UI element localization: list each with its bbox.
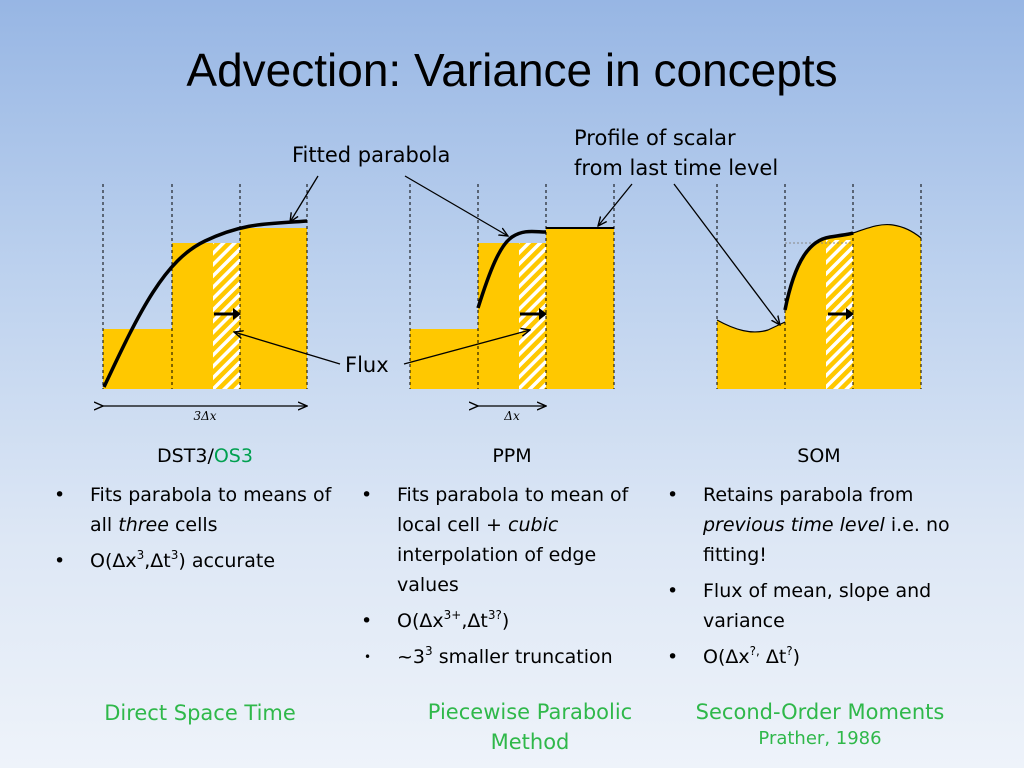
scheme-name-os3: OS3 bbox=[213, 445, 253, 467]
profile-left bbox=[716, 319, 786, 333]
fitted-parabola-curve bbox=[102, 219, 308, 388]
list-item: Flux of mean, slope and variance bbox=[663, 576, 983, 636]
callout-pointers bbox=[234, 175, 780, 365]
callout-profile-line1: Profile of scalar bbox=[574, 126, 736, 150]
pointer-profile-2 bbox=[673, 183, 780, 325]
list-item: Fits parabola to mean of local cell + cu… bbox=[357, 480, 662, 600]
list-item: O(Δx?, Δt?) bbox=[663, 642, 983, 672]
cell-right bbox=[546, 228, 614, 389]
som-bullet-list: Retains parabola from previous time leve… bbox=[663, 480, 983, 678]
scheme-name-ppm: PPM bbox=[492, 445, 532, 467]
footer-som: Second-Order Moments Prather, 1986 bbox=[660, 697, 980, 751]
footer-dst3: Direct Space Time bbox=[104, 701, 296, 725]
scheme-name-dst3-part1: DST3 bbox=[157, 445, 208, 467]
cell-left bbox=[103, 329, 172, 389]
list-item: ~33 smaller truncation bbox=[357, 642, 662, 672]
panel-ppm: Δx bbox=[409, 184, 615, 423]
callout-profile-line2: from last time level bbox=[574, 156, 779, 180]
cell-boundaries bbox=[102, 184, 308, 389]
fitted-parabola-curve bbox=[476, 229, 547, 309]
pointer-fitted-parabola-1 bbox=[290, 175, 319, 222]
callout-fitted-parabola: Fitted parabola bbox=[292, 143, 451, 167]
parabola-curve bbox=[783, 231, 854, 311]
slide-title: Advection: Variance in concepts bbox=[186, 44, 838, 96]
list-item: O(Δx3+,Δt3?) bbox=[357, 606, 662, 636]
dst3-bullet-list: Fits parabola to means of all three cell… bbox=[50, 480, 340, 582]
ppm-bullet-list: Fits parabola to mean of local cell + cu… bbox=[357, 480, 662, 678]
cell-right bbox=[853, 224, 921, 389]
list-item: O(Δx3,Δt3) accurate bbox=[50, 546, 340, 576]
cell-boundaries bbox=[716, 184, 922, 389]
footer-ppm: Piecewise Parabolic Method bbox=[380, 697, 680, 757]
flux-arrowhead bbox=[846, 308, 854, 320]
footer-som-citation: Prather, 1986 bbox=[758, 728, 882, 749]
pointer-flux-2 bbox=[403, 330, 530, 365]
footer-ppm-line1: Piecewise Parabolic bbox=[427, 700, 633, 724]
footer-som-line1: Second-Order Moments bbox=[695, 700, 945, 724]
cell-boundaries bbox=[409, 184, 615, 389]
scheme-name-sep: / bbox=[207, 445, 214, 467]
list-item: Retains parabola from previous time leve… bbox=[663, 480, 983, 570]
flux-arrowhead bbox=[539, 308, 547, 320]
callout-flux: Flux bbox=[345, 353, 389, 377]
cell-right bbox=[240, 228, 307, 389]
scheme-name-dst3: DST3/OS3 bbox=[103, 445, 307, 467]
pointer-fitted-parabola-2 bbox=[404, 175, 508, 236]
dimension-label-3dx: 3Δx bbox=[193, 409, 216, 423]
flux-arrowhead bbox=[233, 308, 241, 320]
panel-dst3: 3Δx bbox=[103, 184, 307, 423]
scheme-name-som: SOM bbox=[797, 445, 841, 467]
dimension-label-dx: Δx bbox=[503, 409, 520, 423]
cell-left bbox=[717, 320, 785, 389]
list-item: Fits parabola to means of all three cell… bbox=[50, 480, 340, 540]
profile-right bbox=[852, 223, 922, 239]
pointer-profile-1 bbox=[598, 183, 633, 226]
panel-som bbox=[716, 184, 922, 389]
footer-ppm-line2: Method bbox=[490, 730, 570, 754]
pointer-flux-1 bbox=[234, 332, 341, 365]
